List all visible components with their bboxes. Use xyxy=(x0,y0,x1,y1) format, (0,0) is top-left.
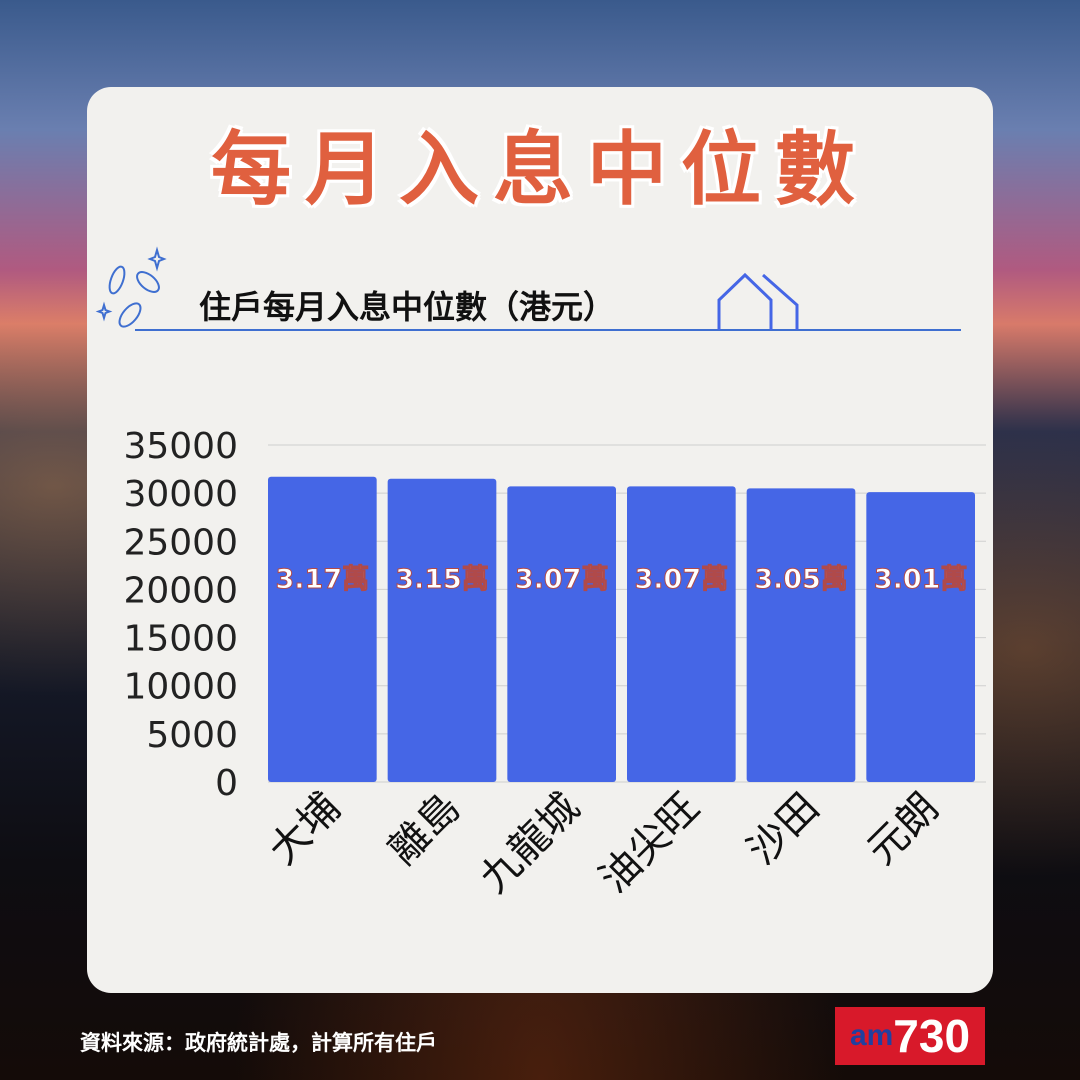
y-tick-label: 30000 xyxy=(123,474,238,515)
title-underline xyxy=(135,329,961,331)
data-label: 3.15萬 xyxy=(395,564,489,595)
bar xyxy=(746,488,856,782)
y-tick-label: 25000 xyxy=(123,522,238,563)
y-tick-label: 15000 xyxy=(123,619,238,660)
bar xyxy=(866,492,975,782)
y-tick-label: 5000 xyxy=(146,715,238,756)
chart-title: 住戶每月入息中位數（港元） xyxy=(199,288,616,326)
source-note: 資料來源：政府統計處，計算所有住戶 xyxy=(80,1031,437,1055)
data-label: 3.05萬 xyxy=(754,564,848,595)
data-label: 3.07萬 xyxy=(635,564,729,595)
x-tick-label: 油尖旺 xyxy=(591,785,708,902)
am730-logo: am 730 xyxy=(835,1007,985,1065)
data-label: 3.17萬 xyxy=(276,564,370,595)
coins-icon xyxy=(95,246,167,328)
y-tick-label: 10000 xyxy=(123,667,238,708)
bar xyxy=(387,478,497,782)
y-tick-label: 35000 xyxy=(123,426,238,467)
x-tick-label: 九龍城 xyxy=(471,785,588,902)
bar xyxy=(507,486,616,782)
y-tick-label: 20000 xyxy=(123,570,238,611)
bar xyxy=(268,476,377,782)
x-tick-label: 離島 xyxy=(380,785,469,874)
x-tick-label: 沙田 xyxy=(739,785,828,874)
y-tick-label: 0 xyxy=(215,763,238,804)
house-icon xyxy=(717,272,799,330)
x-tick-label: 大埔 xyxy=(260,785,349,874)
data-label: 3.07萬 xyxy=(515,564,609,595)
x-tick-label: 元朗 xyxy=(859,785,948,874)
data-label: 3.01萬 xyxy=(874,564,968,595)
page-title: 每月入息中位數 xyxy=(211,123,869,216)
bar xyxy=(627,486,736,782)
